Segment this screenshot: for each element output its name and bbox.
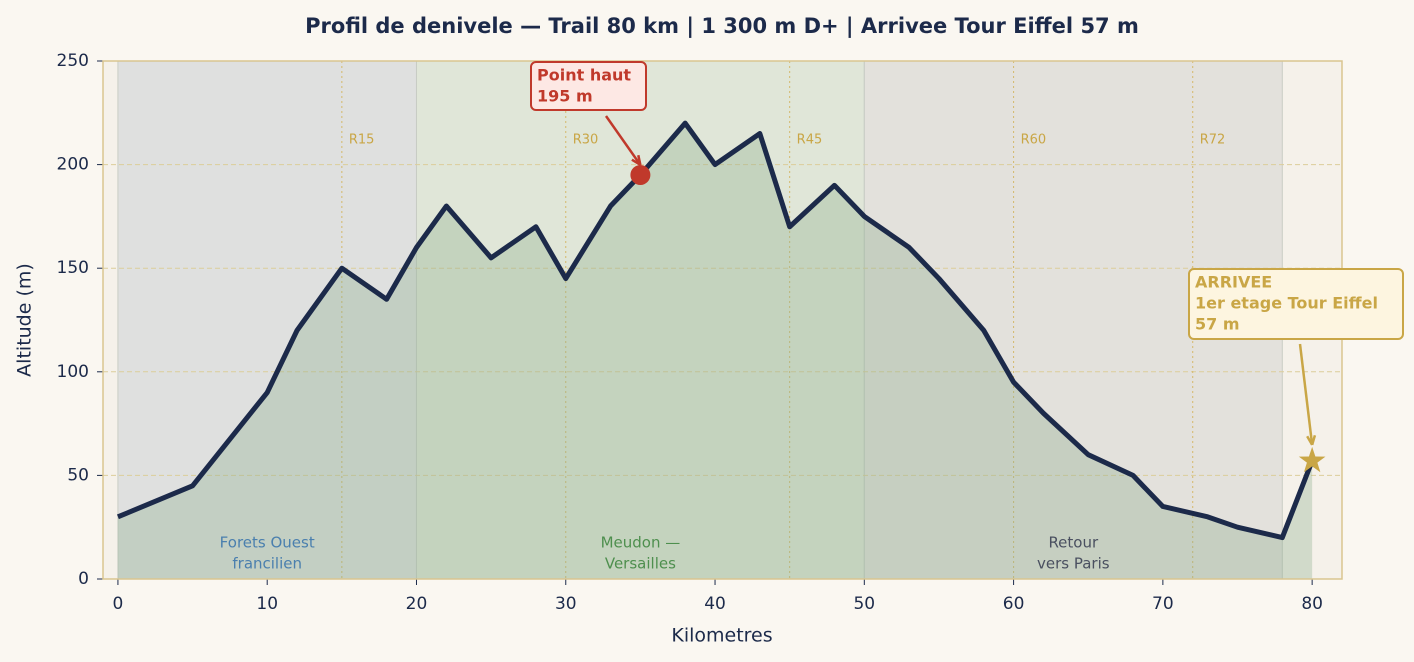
x-tick-label: 40 [704,594,726,614]
zone-label: francilien [232,555,302,573]
high-point-marker [630,164,651,185]
chart-title: Profil de denivele — Trail 80 km | 1 300… [305,14,1139,39]
zone-band [117,60,417,580]
ref-label: R72 [1200,133,1226,148]
x-tick-label: 60 [1003,594,1025,614]
x-axis-label: Kilometres [671,625,772,647]
x-tick-label: 80 [1301,594,1323,614]
finish-marker [1298,446,1326,473]
y-axis-label: Altitude (m) [14,263,36,377]
ref-label: R45 [797,133,823,148]
arrow-head [631,154,642,167]
x-tick-label: 0 [113,594,124,614]
ref-label: R15 [349,133,375,148]
annotation-text: Point haut [537,66,631,85]
zone-label: Forets Ouest [220,534,315,552]
annotation-text: 57 m [1195,315,1240,334]
x-tick-label: 20 [406,594,428,614]
y-tick-label: 0 [78,569,89,589]
x-tick-label: 70 [1152,594,1174,614]
annotation-text: 1er etage Tour Eiffel [1195,294,1378,313]
annotation-box [1188,268,1404,340]
annotation-arrow [604,115,642,166]
zone-label: Meudon — [601,534,681,552]
arrow-head [1306,434,1317,446]
area [117,123,1313,579]
ref-label: R30 [573,133,599,148]
zone-label: vers Paris [1037,555,1110,573]
y-tick-label: 150 [57,258,89,278]
y-tick-label: 100 [57,362,89,382]
annotation-box [530,61,647,111]
zone-label: Retour [1048,534,1099,552]
x-tick-label: 50 [853,594,875,614]
ref-label: R60 [1021,133,1047,148]
y-tick-label: 200 [57,155,89,175]
line [116,120,1315,541]
annotation-text: 195 m [537,87,593,106]
x-tick-label: 30 [555,594,577,614]
annotation-text: ARRIVEE [1195,273,1272,292]
x-tick-label: 10 [256,594,278,614]
y-tick-label: 250 [57,51,89,71]
y-tick-label: 50 [67,465,89,485]
zone-label: Versailles [605,555,676,573]
annotation-arrow [1298,343,1314,446]
